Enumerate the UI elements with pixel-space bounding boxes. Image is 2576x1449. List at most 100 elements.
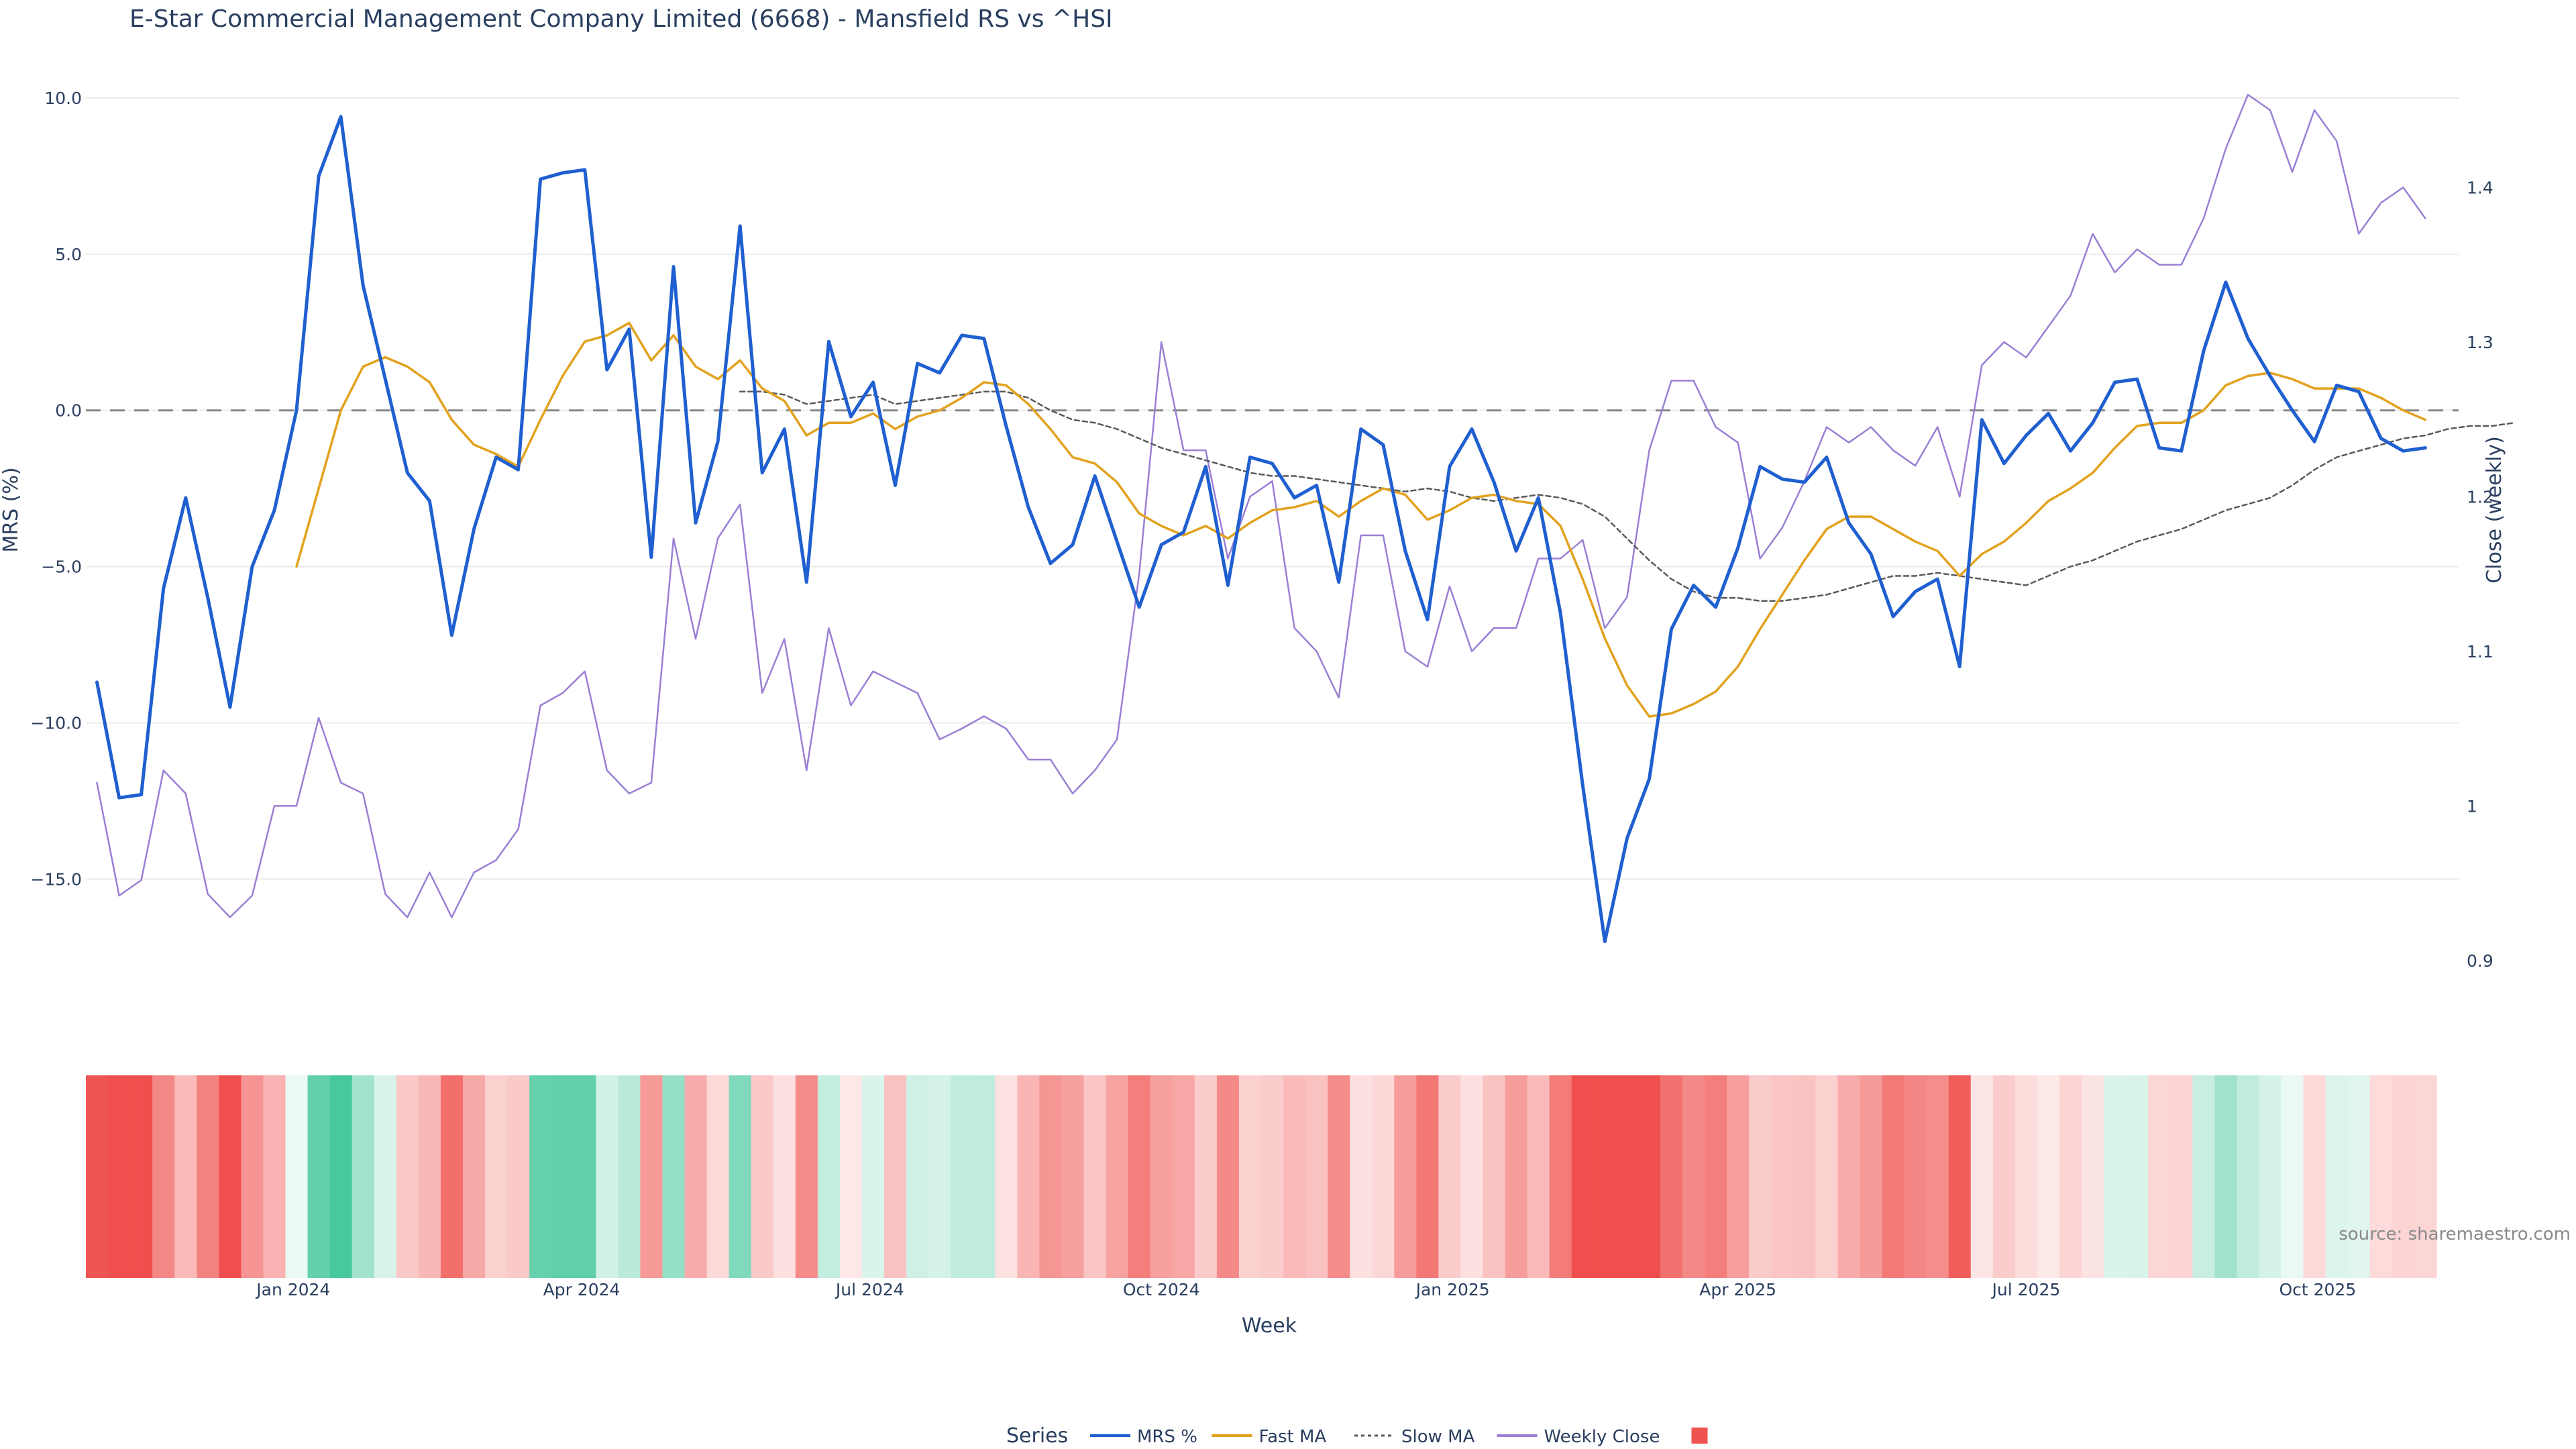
y-tick-label: 0.0 (55, 401, 82, 421)
heatmap-cell (684, 1075, 708, 1278)
heatmap-cell (2259, 1075, 2282, 1278)
series-line-fast-ma (295, 321, 2427, 718)
heatmap-cell (2392, 1075, 2415, 1278)
heatmap-cell (329, 1075, 353, 1278)
heatmap-cell (241, 1075, 264, 1278)
x-tick-label: Apr 2025 (1699, 1280, 1776, 1299)
heatmap-cell (817, 1075, 841, 1278)
legend-swatch-square (1691, 1428, 1708, 1444)
y2-tick-label: 1.4 (2467, 178, 2493, 197)
heatmap-cell (2214, 1075, 2238, 1278)
heatmap-cell (152, 1075, 175, 1278)
heatmap-cell (2082, 1075, 2104, 1278)
heatmap-cell (1992, 1075, 2016, 1278)
x-tick-label: Jul 2025 (1991, 1280, 2061, 1299)
heatmap-cell (1350, 1075, 1373, 1278)
heatmap-cell (1460, 1075, 1484, 1278)
heatmap-cell (1660, 1075, 1683, 1278)
heatmap-cell (1194, 1075, 1218, 1278)
series-line-slow-ma (739, 390, 2515, 602)
heatmap-cell (2369, 1075, 2393, 1278)
heatmap-cell (396, 1075, 419, 1278)
heatmap-cell (2414, 1075, 2437, 1278)
legend-label: Slow MA (1401, 1427, 1475, 1447)
heatmap-cell (1061, 1075, 1085, 1278)
heatmap-cell (1305, 1075, 1328, 1278)
x-tick-label: Apr 2024 (543, 1280, 621, 1299)
legend-item[interactable]: Slow MA (1354, 1427, 1475, 1447)
heatmap-cell (2148, 1075, 2171, 1278)
heatmap-cell (1638, 1075, 1661, 1278)
y-tick-label: 5.0 (55, 245, 82, 264)
heatmap-cell (1727, 1075, 1750, 1278)
x-tick-label: Jan 2024 (255, 1280, 330, 1299)
heatmap-cell (1860, 1075, 1883, 1278)
heatmap-cell (1705, 1075, 1727, 1278)
heatmap-cell (1882, 1075, 1905, 1278)
heatmap-cell (1505, 1075, 1528, 1278)
legend-title: Series (1006, 1424, 1068, 1448)
heatmap-cell (485, 1075, 508, 1278)
heatmap-cell (1372, 1075, 1395, 1278)
heatmap-cell (773, 1075, 796, 1278)
heatmap-cell (951, 1075, 973, 1278)
heatmap-cell (2059, 1075, 2082, 1278)
heatmap-cell (1771, 1075, 1794, 1278)
heatmap-cell (706, 1075, 730, 1278)
x-tick-label: Oct 2024 (1123, 1280, 1200, 1299)
heatmap-cell (2347, 1075, 2371, 1278)
heatmap-cell (440, 1075, 464, 1278)
heatmap-cell (529, 1075, 552, 1278)
heatmap-cell (596, 1075, 619, 1278)
heatmap-cell (1904, 1075, 1927, 1278)
y2-axis-title: Close (weekly) (2483, 436, 2506, 584)
heatmap-cell (662, 1075, 686, 1278)
series-line-weekly-close (96, 93, 2426, 918)
x-tick-label: Jan 2025 (1415, 1280, 1490, 1299)
heatmap-cell (640, 1075, 663, 1278)
heatmap-cell (307, 1075, 331, 1278)
series-layer (95, 93, 2515, 943)
y-tick-label: −10.0 (30, 713, 82, 733)
legend-item[interactable]: MRS % (1090, 1427, 1197, 1447)
heatmap-cell (839, 1075, 863, 1278)
heatmap-cell (2281, 1075, 2304, 1278)
y-tick-label: −15.0 (30, 869, 82, 889)
heatmap-cell (795, 1075, 818, 1278)
heatmap-cell (1083, 1075, 1107, 1278)
heatmap-cell (86, 1075, 109, 1278)
heatmap-cell (1527, 1075, 1550, 1278)
y-axis-title: MRS (%) (0, 467, 23, 552)
legend-item[interactable]: Fast MA (1212, 1427, 1327, 1447)
heatmap-cell (197, 1075, 219, 1278)
heatmap-cell (1128, 1075, 1151, 1278)
legend-label: Fast MA (1259, 1427, 1327, 1447)
legend-item[interactable] (1691, 1428, 1708, 1444)
legend-item[interactable]: Weekly Close (1497, 1427, 1660, 1447)
heatmap-cell (2303, 1075, 2326, 1278)
heatmap-cell (1260, 1075, 1284, 1278)
heatmap-cell (2325, 1075, 2349, 1278)
heatmap-cell (219, 1075, 241, 1278)
heatmap-cell (2104, 1075, 2127, 1278)
heatmap-cell (973, 1075, 996, 1278)
x-tick-label: Oct 2025 (2279, 1280, 2356, 1299)
heatmap-cell (2015, 1075, 2038, 1278)
legend-label: MRS % (1137, 1427, 1197, 1447)
heatmap-cell (729, 1075, 752, 1278)
legend-label: Weekly Close (1544, 1427, 1660, 1447)
heatmap-cell (418, 1075, 441, 1278)
y2-tick-label: 1 (2467, 796, 2477, 816)
heatmap-cell (1416, 1075, 1440, 1278)
heatmap-cell (861, 1075, 885, 1278)
heatmap-cell (906, 1075, 929, 1278)
heatmap-cell (1039, 1075, 1063, 1278)
mrs-heatmap-strip (86, 1075, 2437, 1278)
heatmap-cell (574, 1075, 596, 1278)
heatmap-cell (1793, 1075, 1816, 1278)
heatmap-cell (285, 1075, 309, 1278)
heatmap-cell (1615, 1075, 1639, 1278)
heatmap-cell (551, 1075, 574, 1278)
heatmap-cell (2037, 1075, 2060, 1278)
